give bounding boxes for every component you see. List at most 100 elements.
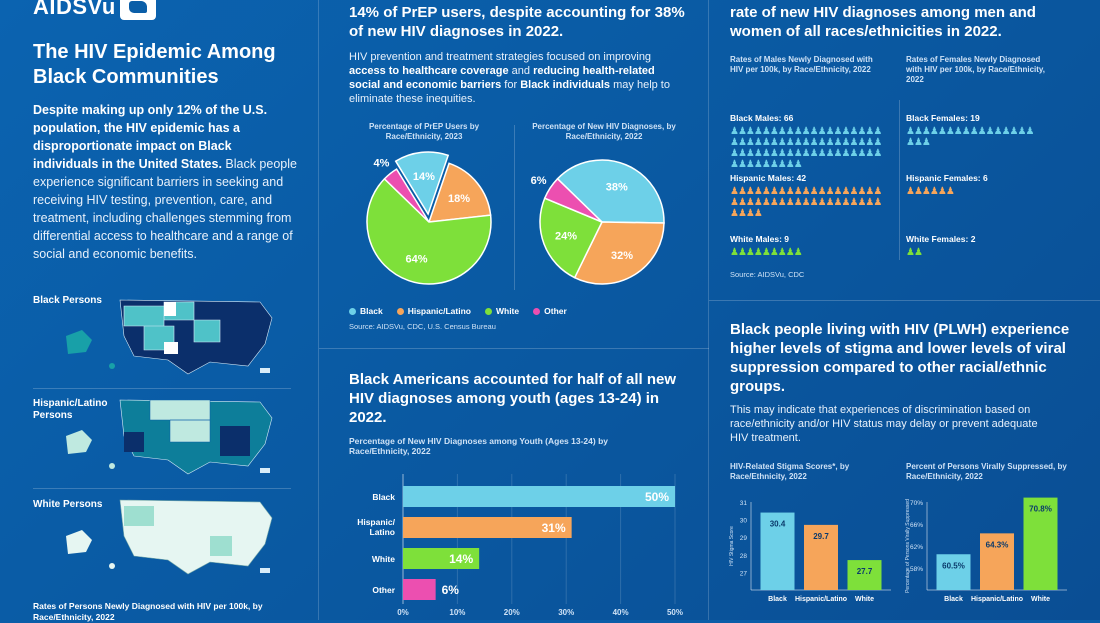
bar-value-label: 60.5% [942, 561, 965, 570]
intro-text: Despite making up only 12% of the U.S. p… [33, 103, 297, 261]
pie1-title: Percentage of PrEP Users by Race/Ethnici… [368, 122, 480, 141]
divider [514, 125, 515, 290]
pie-label: 32% [611, 250, 633, 262]
x-tick-label: White [855, 596, 874, 603]
pie-label: 6% [531, 175, 547, 187]
youth-heading: Black Americans accounted for half of al… [349, 371, 677, 426]
prep-heading: 14% of PrEP users, despite accounting fo… [349, 4, 685, 40]
y-tick-label: Latino [370, 527, 396, 537]
y-tick-label: 27 [740, 570, 748, 577]
pie-label: 14% [413, 171, 435, 183]
bar-value-label: 27.7 [857, 567, 873, 576]
map-white [66, 499, 273, 575]
map-label-white: White Persons [33, 499, 103, 510]
map-black [66, 299, 273, 375]
divider [33, 388, 291, 389]
black-females-label: Black Females: 19 [906, 113, 980, 123]
y-axis-label: HIV Stigma Score [729, 526, 735, 566]
pie-label: 18% [448, 193, 470, 205]
bar-2 [403, 548, 480, 569]
pie2-title: Percentage of New HIV Diagnoses, by Race… [532, 122, 676, 141]
legend-hispanic: Hispanic/Latino [396, 306, 471, 316]
white-males-icons: ♟♟♟♟♟♟♟♟♟ [730, 247, 803, 258]
plwh-heading: Black people living with HIV (PLWH) expe… [730, 321, 1070, 395]
x-tick-label: Black [768, 596, 787, 603]
x-tick-label: Hispanic/Latino [795, 596, 847, 603]
black-females-icons: ♟♟♟♟♟♟♟♟♟♟♟♟♟♟♟♟♟♟♟ [906, 126, 1034, 148]
map-label-black: Black Persons [33, 295, 102, 306]
divider [899, 100, 900, 260]
x-tick-label: 0% [397, 608, 409, 617]
legend-white: White [484, 306, 519, 316]
divider [319, 348, 709, 349]
hispanic-females-label: Hispanic Females: 6 [906, 173, 988, 183]
vs-bar-chart: 70% 66% 62% 58%Percentage of Persons Virall… [905, 497, 1067, 603]
white-females-label: White Females: 2 [906, 234, 976, 244]
black-males-icons: ♟♟♟♟♟♟♟♟♟♟♟♟♟♟♟♟♟♟♟♟♟♟♟♟♟♟♟♟♟♟♟♟♟♟♟♟♟♟♟♟… [730, 126, 882, 170]
white-females-icons: ♟♟ [906, 247, 923, 258]
pie-slice-black [394, 151, 450, 216]
bar-value-label: 64.3% [986, 540, 1009, 549]
bar-value-label: 70.8% [1029, 505, 1052, 514]
pie-charts: 14% 18% 64% 4% 38% 32% 24% 6% [366, 151, 665, 285]
pie-slice-white [366, 177, 492, 285]
rates-source: Source: AIDSVu, CDC [730, 270, 805, 279]
pie-slice-hispaniclatino [427, 162, 492, 223]
x-tick-label: 20% [504, 608, 520, 617]
y-tick-label: White [372, 554, 395, 564]
map-hispanic [66, 399, 273, 475]
bar-white [847, 560, 882, 590]
males-title: Rates of Males Newly Diagnosed with HIV … [730, 55, 873, 74]
x-tick-label: 30% [558, 608, 574, 617]
youth-bar-chart: 0% 10% 20% 30% 40% 50% Black 50% Hispanic/Latino… [357, 474, 683, 617]
x-tick-label: Black [944, 596, 963, 603]
rates-heading: rate of new HIV diagnoses among men and … [730, 4, 1036, 40]
legend-black: Black [349, 306, 383, 316]
prep-body: HIV prevention and treatment strategies … [349, 51, 670, 105]
y-tick-label: 31 [740, 500, 748, 507]
x-tick-label: 50% [667, 608, 683, 617]
bar-value-label: 29.7 [813, 532, 829, 541]
white-males-label: White Males: 9 [730, 234, 790, 244]
black-males-label: Black Males: 66 [730, 113, 794, 123]
bar-hispaniclatino [804, 524, 838, 590]
left-column: AIDSVu The HIV Epidemic Among Black Comm… [0, 0, 318, 622]
pie-legend: Black Hispanic/Latino White Other [349, 306, 567, 316]
maps-footer: Rates of Persons Newly Diagnosed with HI… [33, 601, 263, 622]
bar-3 [403, 579, 436, 600]
y-tick-label: 66% [910, 522, 923, 529]
x-tick-label: Hispanic/Latino [971, 596, 1023, 603]
hispanic-males-icons: ♟♟♟♟♟♟♟♟♟♟♟♟♟♟♟♟♟♟♟♟♟♟♟♟♟♟♟♟♟♟♟♟♟♟♟♟♟♟♟♟… [730, 186, 882, 219]
x-tick-label: White [1031, 596, 1050, 603]
pie-label: 24% [555, 231, 577, 243]
page-title: The HIV Epidemic Among Black Communities [33, 41, 276, 88]
us-map-icon [119, 0, 156, 21]
pie-label: 4% [374, 158, 390, 170]
x-tick-label: 10% [449, 608, 465, 617]
hispanic-females-icons: ♟♟♟♟♟♟ [906, 186, 955, 197]
prep-source: Source: AIDSVu, CDC, U.S. Census Bureau [349, 322, 496, 331]
x-tick-label: 40% [613, 608, 629, 617]
y-tick-label: 70% [910, 500, 923, 507]
pie-slice-black [556, 159, 665, 224]
pie-label: 64% [406, 253, 428, 265]
y-tick-label: 62% [910, 544, 923, 551]
bar-value-label: 14% [449, 552, 473, 566]
y-axis-label: Percentage of Persons Virally Suppressed [905, 499, 911, 593]
divider [709, 300, 1100, 301]
bar-value-label: 31% [542, 521, 566, 535]
bar-white [1023, 497, 1058, 590]
map-label-hispanic: Hispanic/Latino Persons [33, 398, 108, 421]
hispanic-males-label: Hispanic Males: 42 [730, 173, 807, 183]
bar-0 [403, 486, 675, 507]
y-tick-label: 30 [740, 518, 748, 525]
y-tick-label: Other [372, 585, 395, 595]
bar-hispaniclatino [980, 533, 1014, 590]
plwh-body: This may indicate that experiences of di… [730, 404, 1038, 444]
pie-slice-white [539, 197, 604, 279]
females-title: Rates of Females Newly Diagnosed with HI… [906, 55, 1046, 84]
stigma-bar-chart: 31 30 29 28 27 HIV Stigma Score 30.4 Black 29.7 H… [729, 500, 891, 603]
middle-column: 14% of PrEP users, despite accounting fo… [318, 0, 709, 620]
bar-black [760, 512, 795, 590]
pie-prep-users: 14% 18% 64% 4% [366, 151, 492, 285]
